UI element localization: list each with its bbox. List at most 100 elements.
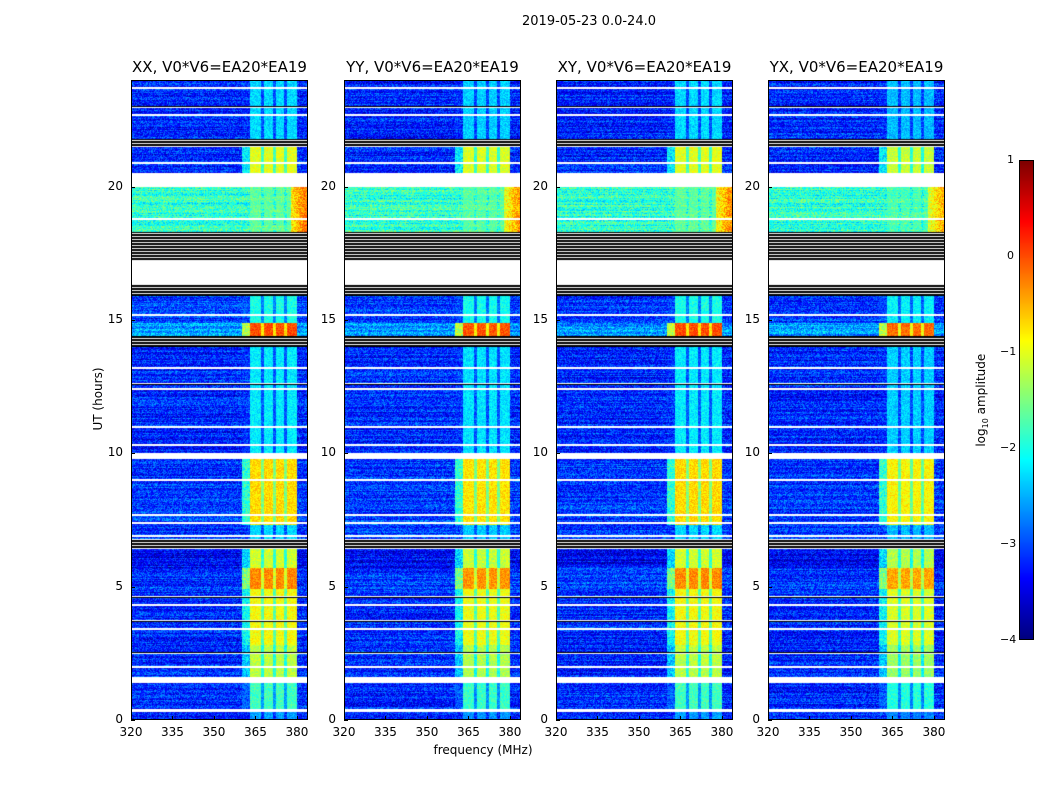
x-tick-label: 350 [839, 725, 863, 739]
y-tick-mark [768, 586, 772, 588]
y-tick-label: 15 [744, 312, 760, 326]
spectrogram-panel: YX, V0*V6=EA20*EA19 0 5 10 15 20 320 335 350 365 3… [745, 58, 946, 739]
x-tick-label: 365 [244, 725, 267, 739]
y-tick-label: 20 [107, 178, 123, 193]
x-tick-label: 365 [881, 725, 904, 739]
x-tick-label: 365 [457, 725, 480, 739]
y-tick-mark [344, 586, 348, 588]
x-tick-mark [933, 716, 935, 720]
spectrogram-panel: YY, V0*V6=EA20*EA19 0 5 10 15 20 320 335 350 365 3… [321, 58, 522, 739]
x-tick-label: 320 [756, 725, 780, 739]
y-tick-mark [344, 186, 348, 188]
x-tick-mark [509, 716, 511, 720]
heatmap-image [556, 80, 733, 720]
y-tick-mark [556, 453, 560, 455]
y-tick-mark [556, 586, 560, 588]
colorbar-tick-label: −3 [1000, 537, 1017, 550]
x-tick-mark [892, 716, 894, 720]
y-tick-label: 0 [115, 712, 123, 726]
y-tick-mark [344, 720, 348, 721]
x-tick-label: 380 [285, 725, 309, 739]
y-tick-label: 5 [752, 578, 760, 593]
x-tick-label: 380 [710, 725, 734, 739]
y-tick-mark [131, 453, 135, 455]
spectrogram-panel: XY, V0*V6=EA20*EA19 0 5 10 15 20 320 335 350 365 3… [533, 58, 734, 739]
y-tick-label: 15 [532, 312, 548, 326]
y-tick-label: 0 [540, 712, 548, 726]
x-axis-label: frequency (MHz) [433, 743, 533, 757]
x-tick-mark [680, 716, 682, 720]
x-tick-mark [768, 716, 769, 720]
y-tick-label: 5 [328, 578, 336, 593]
y-tick-mark [768, 320, 772, 321]
y-tick-mark [131, 186, 135, 188]
x-tick-mark [597, 716, 599, 720]
colorbar-tick-label: −2 [1000, 441, 1017, 454]
x-tick-label: 350 [627, 725, 651, 739]
x-tick-mark [468, 716, 470, 720]
y-tick-label: 20 [744, 178, 760, 193]
x-tick-mark [296, 716, 298, 720]
y-tick-mark [131, 320, 135, 321]
panel-title: YY, V0*V6=EA20*EA19 [346, 58, 519, 76]
heatmap-image [768, 80, 945, 720]
y-tick-mark [344, 453, 348, 455]
x-tick-label: 320 [332, 725, 356, 739]
y-axis-label: UT (hours) [91, 367, 105, 431]
x-tick-mark [809, 716, 811, 720]
y-tick-label: 10 [744, 445, 760, 460]
x-tick-label: 350 [202, 725, 226, 739]
y-tick-mark [556, 186, 560, 188]
y-tick-label: 0 [752, 712, 760, 726]
x-tick-mark [255, 716, 257, 720]
x-tick-mark [721, 716, 723, 720]
x-tick-mark [213, 716, 215, 720]
x-tick-mark [385, 716, 387, 720]
x-tick-mark [638, 716, 640, 720]
x-tick-label: 380 [922, 725, 946, 739]
y-tick-label: 20 [320, 178, 336, 193]
y-tick-mark [344, 320, 348, 321]
x-tick-mark [131, 716, 132, 720]
heatmap-image [344, 80, 521, 720]
x-tick-mark [172, 716, 174, 720]
y-tick-label: 5 [115, 578, 123, 593]
spectrogram-panel: XX, V0*V6=EA20*EA19 0 5 10 15 20 320 335 350 365 3… [108, 58, 309, 739]
y-tick-mark [556, 320, 560, 321]
y-tick-mark [768, 720, 772, 721]
colorbar-tick-label: −4 [1000, 633, 1017, 646]
panel-title: XX, V0*V6=EA20*EA19 [132, 58, 307, 76]
panel-title: XY, V0*V6=EA20*EA19 [557, 58, 732, 76]
y-tick-label: 5 [540, 578, 548, 593]
heatmap-image [131, 80, 308, 720]
x-tick-mark [556, 716, 557, 720]
x-tick-label: 380 [498, 725, 522, 739]
y-tick-label: 0 [328, 712, 336, 726]
colorbar-tick-label: −1 [1000, 345, 1017, 358]
x-tick-label: 365 [669, 725, 692, 739]
colorbar [1019, 160, 1034, 640]
y-tick-mark [131, 720, 135, 721]
figure-title: 2019-05-23 0.0-24.0 [522, 14, 656, 29]
panel-title: YX, V0*V6=EA20*EA19 [769, 58, 944, 76]
y-tick-label: 15 [320, 312, 336, 326]
x-tick-label: 335 [798, 725, 821, 739]
colorbar-label: log10 amplitude [974, 340, 990, 460]
y-tick-label: 15 [107, 312, 123, 326]
y-tick-label: 20 [532, 178, 548, 193]
y-tick-mark [768, 453, 772, 455]
x-tick-label: 350 [415, 725, 439, 739]
x-tick-mark [344, 716, 345, 720]
y-tick-mark [556, 720, 560, 721]
y-tick-label: 10 [107, 445, 123, 460]
x-tick-mark [850, 716, 852, 720]
x-tick-label: 320 [119, 725, 143, 739]
x-tick-label: 335 [586, 725, 609, 739]
y-tick-label: 10 [532, 445, 548, 460]
x-tick-mark [426, 716, 428, 720]
colorbar-tick-label: 1 [1007, 153, 1014, 166]
y-tick-label: 10 [320, 445, 336, 460]
colorbar-label-prefix: log [973, 428, 988, 447]
x-tick-label: 335 [374, 725, 397, 739]
